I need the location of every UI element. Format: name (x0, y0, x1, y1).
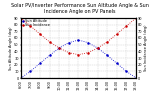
Legend: Sun Altitude, Sun Incidence: Sun Altitude, Sun Incidence (21, 18, 50, 27)
Y-axis label: Sun Incidence Angle (deg): Sun Incidence Angle (deg) (144, 25, 148, 71)
Text: Solar PV/Inverter Performance Sun Altitude Angle & Sun Incidence Angle on PV Pan: Solar PV/Inverter Performance Sun Altitu… (11, 3, 149, 14)
Y-axis label: Sun Altitude Angle (deg): Sun Altitude Angle (deg) (9, 26, 13, 70)
